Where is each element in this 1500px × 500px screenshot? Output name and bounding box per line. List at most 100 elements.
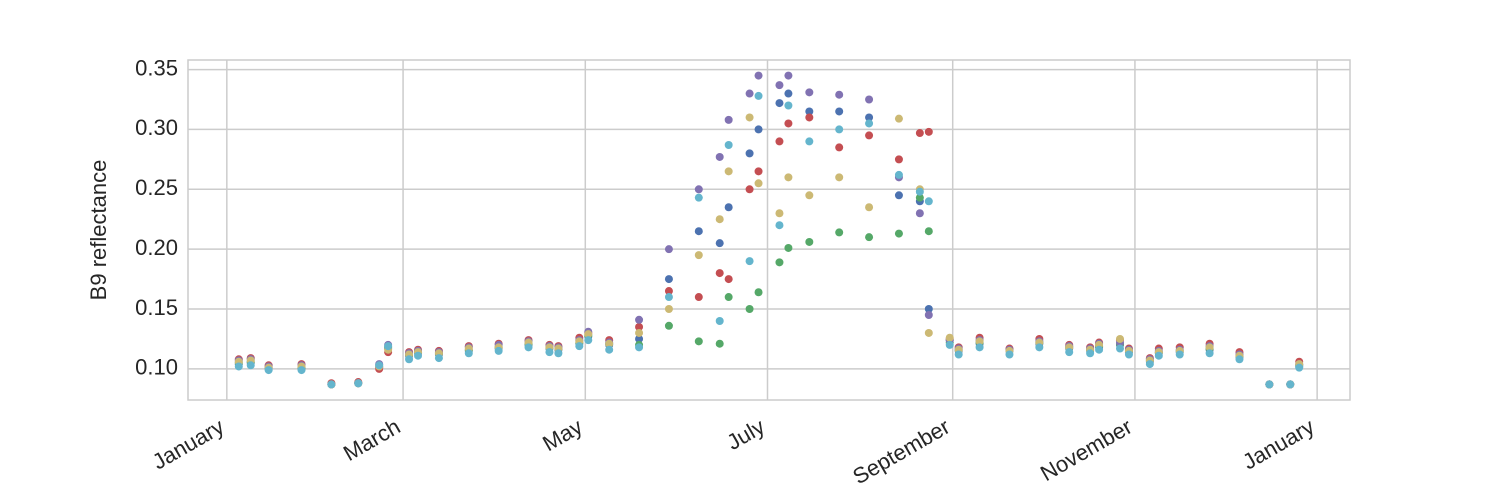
data-point — [945, 333, 954, 342]
data-point — [754, 288, 763, 297]
y-tick-label: 0.15 — [135, 295, 178, 320]
data-point — [694, 293, 703, 302]
data-point — [524, 343, 533, 352]
data-point — [915, 129, 924, 138]
data-point — [775, 99, 784, 108]
data-point — [1115, 344, 1124, 353]
data-point — [745, 257, 754, 266]
data-point — [724, 275, 733, 284]
data-point — [724, 167, 733, 176]
data-point — [775, 221, 784, 230]
data-point — [354, 379, 363, 388]
data-point — [724, 203, 733, 212]
data-point — [635, 328, 644, 337]
data-point — [1175, 350, 1184, 359]
data-point — [1086, 349, 1095, 358]
data-point — [915, 187, 924, 196]
data-point — [584, 330, 593, 339]
data-point — [715, 339, 724, 348]
data-point — [894, 229, 903, 238]
data-point — [784, 173, 793, 182]
data-point — [975, 337, 984, 346]
data-point — [575, 342, 584, 351]
data-point — [835, 228, 844, 237]
x-tick-label: January — [1238, 414, 1318, 475]
data-point — [694, 337, 703, 346]
data-point — [975, 343, 984, 352]
data-point — [715, 269, 724, 278]
data-point — [805, 137, 814, 146]
data-point — [384, 342, 393, 351]
data-point — [784, 101, 793, 110]
data-point — [865, 95, 874, 104]
data-point — [865, 113, 874, 122]
data-point — [1154, 351, 1163, 360]
data-point — [1115, 334, 1124, 343]
data-point — [1065, 348, 1074, 357]
data-point — [1286, 380, 1295, 389]
data-point — [924, 311, 933, 319]
data-point — [924, 305, 933, 314]
data-point — [434, 354, 443, 363]
data-point — [694, 185, 703, 194]
data-point — [754, 91, 763, 100]
data-point — [745, 113, 754, 122]
data-point — [1095, 345, 1104, 354]
data-point — [924, 127, 933, 136]
data-point — [805, 237, 814, 246]
data-point — [954, 350, 963, 359]
data-point — [894, 155, 903, 164]
data-point — [264, 366, 273, 375]
data-point — [775, 137, 784, 146]
data-point — [754, 179, 763, 188]
y-tick-label: 0.25 — [135, 175, 178, 200]
plot-area — [187, 59, 1351, 401]
x-tick-label: January — [148, 414, 228, 475]
data-point — [924, 227, 933, 236]
data-point — [605, 339, 614, 348]
data-point — [545, 348, 554, 357]
data-point — [775, 209, 784, 218]
data-point — [464, 349, 473, 358]
data-point — [694, 251, 703, 260]
data-point — [835, 107, 844, 116]
data-point — [246, 361, 255, 370]
data-point — [745, 185, 754, 194]
data-point — [865, 131, 874, 140]
data-point — [1035, 343, 1044, 352]
data-point — [664, 321, 673, 330]
data-point — [894, 191, 903, 200]
data-point — [1295, 363, 1304, 372]
data-point — [414, 351, 423, 360]
data-point — [715, 316, 724, 325]
data-point — [784, 71, 793, 80]
data-point — [494, 346, 503, 355]
data-point — [775, 258, 784, 267]
data-point — [715, 215, 724, 224]
x-tick-label: July — [723, 414, 769, 455]
data-point — [664, 275, 673, 284]
data-point — [1205, 349, 1214, 358]
x-tick-label: September — [848, 414, 954, 489]
data-point — [715, 239, 724, 248]
data-point — [327, 380, 336, 389]
data-point — [635, 334, 644, 343]
x-tick-label: November — [1036, 414, 1136, 486]
data-point — [715, 152, 724, 161]
data-point — [635, 315, 644, 324]
data-point — [775, 81, 784, 90]
data-point — [724, 293, 733, 302]
data-point — [915, 193, 924, 202]
data-point — [297, 366, 306, 375]
y-tick-label: 0.30 — [135, 115, 178, 140]
data-point — [754, 167, 763, 176]
data-point — [635, 343, 644, 352]
data-point — [865, 119, 874, 128]
data-point — [835, 90, 844, 99]
data-point — [1205, 343, 1214, 352]
data-point — [1265, 380, 1274, 389]
data-point — [805, 191, 814, 200]
data-point — [945, 340, 954, 349]
y-tick-label: 0.10 — [135, 355, 178, 380]
